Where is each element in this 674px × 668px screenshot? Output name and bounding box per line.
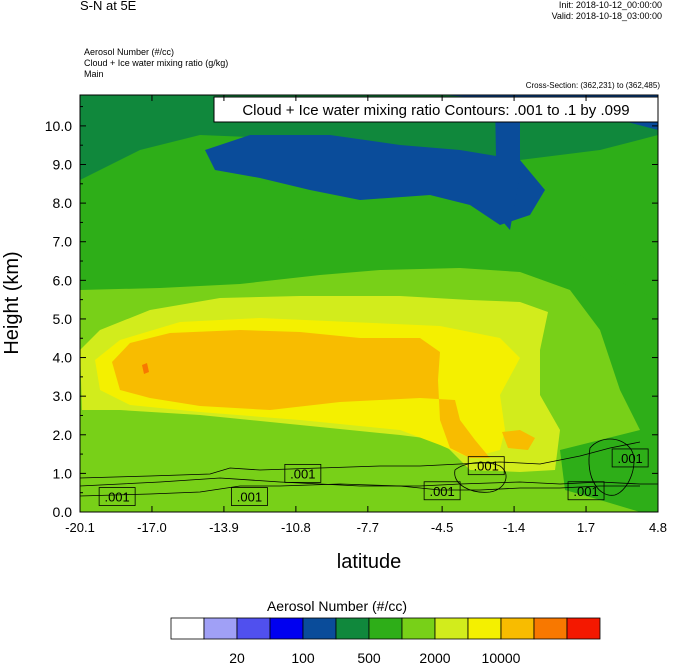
contour-label-box <box>423 481 461 501</box>
x-tick-label: -13.9 <box>209 520 239 535</box>
x-tick-label: 4.8 <box>649 520 667 535</box>
contour-label-box <box>231 487 268 506</box>
y-tick-label: 2.0 <box>53 427 73 443</box>
y-tick-label: 7.0 <box>53 234 73 250</box>
field-orange <box>112 330 490 458</box>
contour-label-box <box>567 481 605 501</box>
contour-line-upper <box>80 441 641 479</box>
x-tick-label: -1.4 <box>503 520 525 535</box>
colorbar-label: 500 <box>357 650 381 666</box>
y-axis: 0.0 1.0 2.0 3.0 4.0 5.0 6.0 7.0 8.0 9.0 10.0 <box>45 106 658 520</box>
x-tick-label: -17.0 <box>137 520 167 535</box>
page-title: S-N at 5E <box>80 0 137 13</box>
colorbar-label: 10000 <box>482 650 521 666</box>
x-axis-title: latitude <box>337 551 402 573</box>
y-tick-label: 4.0 <box>53 350 73 366</box>
colorbar-box <box>203 617 238 640</box>
field-orange-patch <box>502 430 535 450</box>
plot-frame <box>79 94 659 513</box>
contour-info-box <box>213 96 659 123</box>
colorbar-title: Aerosol Number (#/cc) <box>266 598 408 614</box>
cross-section-text: Cross-Section: (362,231) to (362,485) <box>525 81 660 90</box>
field-blue-strip <box>495 100 520 230</box>
x-tick-label: 1.7 <box>577 520 595 535</box>
y-tick-label: 6.0 <box>53 272 73 288</box>
init-time: Init: 2018-10-12_00:00:00 <box>558 0 662 10</box>
contour-label-box <box>284 463 322 483</box>
x-tick-label: -20.1 <box>65 520 95 535</box>
colorbar-box <box>170 617 205 640</box>
colorbar-label: 100 <box>291 650 315 666</box>
field-name-cloud: Cloud + Ice water mixing ratio (g/kg) <box>84 58 229 68</box>
colorbar-box <box>269 617 304 640</box>
colorbar-box <box>533 617 568 640</box>
contour-label: .001 <box>104 490 129 505</box>
colorbar-box <box>434 617 469 640</box>
colorbar-box <box>302 617 337 640</box>
contour-label-box <box>611 448 649 468</box>
valid-time: Valid: 2018-10-18_03:00:00 <box>551 11 662 21</box>
y-tick-label: 0.0 <box>53 504 73 520</box>
field-lower-green <box>560 425 658 512</box>
colorbar-label: 2000 <box>419 650 450 666</box>
colorbar-box <box>335 617 370 640</box>
y-axis-title: Height (km) <box>1 251 23 354</box>
y-tick-label: 1.0 <box>53 465 73 481</box>
colorbar-box <box>368 617 403 640</box>
contour-label: .001 <box>474 459 499 474</box>
contour-line-mid <box>80 483 640 497</box>
field-name-aerosol: Aerosol Number (#/cc) <box>84 47 175 57</box>
colorbar-box <box>566 617 601 640</box>
contour-label: .001 <box>237 490 262 505</box>
x-tick-label: -10.8 <box>281 520 311 535</box>
contour-label: .001 <box>429 484 454 499</box>
contour-label: .001 <box>573 484 598 499</box>
y-tick-label: 5.0 <box>53 311 73 327</box>
contour-blob-east <box>588 438 635 496</box>
contour-label: .001 <box>290 466 315 481</box>
x-axis: -20.1 -17.0 -13.9 -10.8 -7.7 -4.5 -1.4 1.7 4.8 <box>65 95 667 535</box>
colorbar-box <box>401 617 436 640</box>
contour-blob-center <box>454 462 507 493</box>
contour-lines <box>80 438 658 497</box>
field-blue-mid <box>205 135 545 225</box>
colorbar-box <box>500 617 535 640</box>
aerosol-field <box>80 95 658 512</box>
y-tick-label: 10.0 <box>45 118 72 134</box>
field-name-main: Main <box>84 69 104 79</box>
y-tick-label: 9.0 <box>53 157 73 173</box>
y-tick-label: 3.0 <box>53 388 73 404</box>
y-tick-label: 8.0 <box>53 195 73 211</box>
colorbar-label: 20 <box>229 650 245 666</box>
x-tick-label: -7.7 <box>357 520 379 535</box>
contour-label-box <box>467 456 505 476</box>
contour-label: .001 <box>617 451 642 466</box>
colorbar-box <box>467 617 502 640</box>
x-tick-label: -4.5 <box>431 520 453 535</box>
field-red-orange <box>142 363 149 374</box>
contour-info-text: Cloud + Ice water mixing ratio Contours:… <box>242 102 629 119</box>
contour-labels: .001 .001 .001 .001 .001 .001 .001 <box>98 448 649 506</box>
colorbar-box <box>236 617 271 640</box>
contour-label-box <box>98 487 136 506</box>
contour-line-lower <box>80 477 658 487</box>
colorbar: 20 100 500 2000 10000 <box>170 617 601 666</box>
